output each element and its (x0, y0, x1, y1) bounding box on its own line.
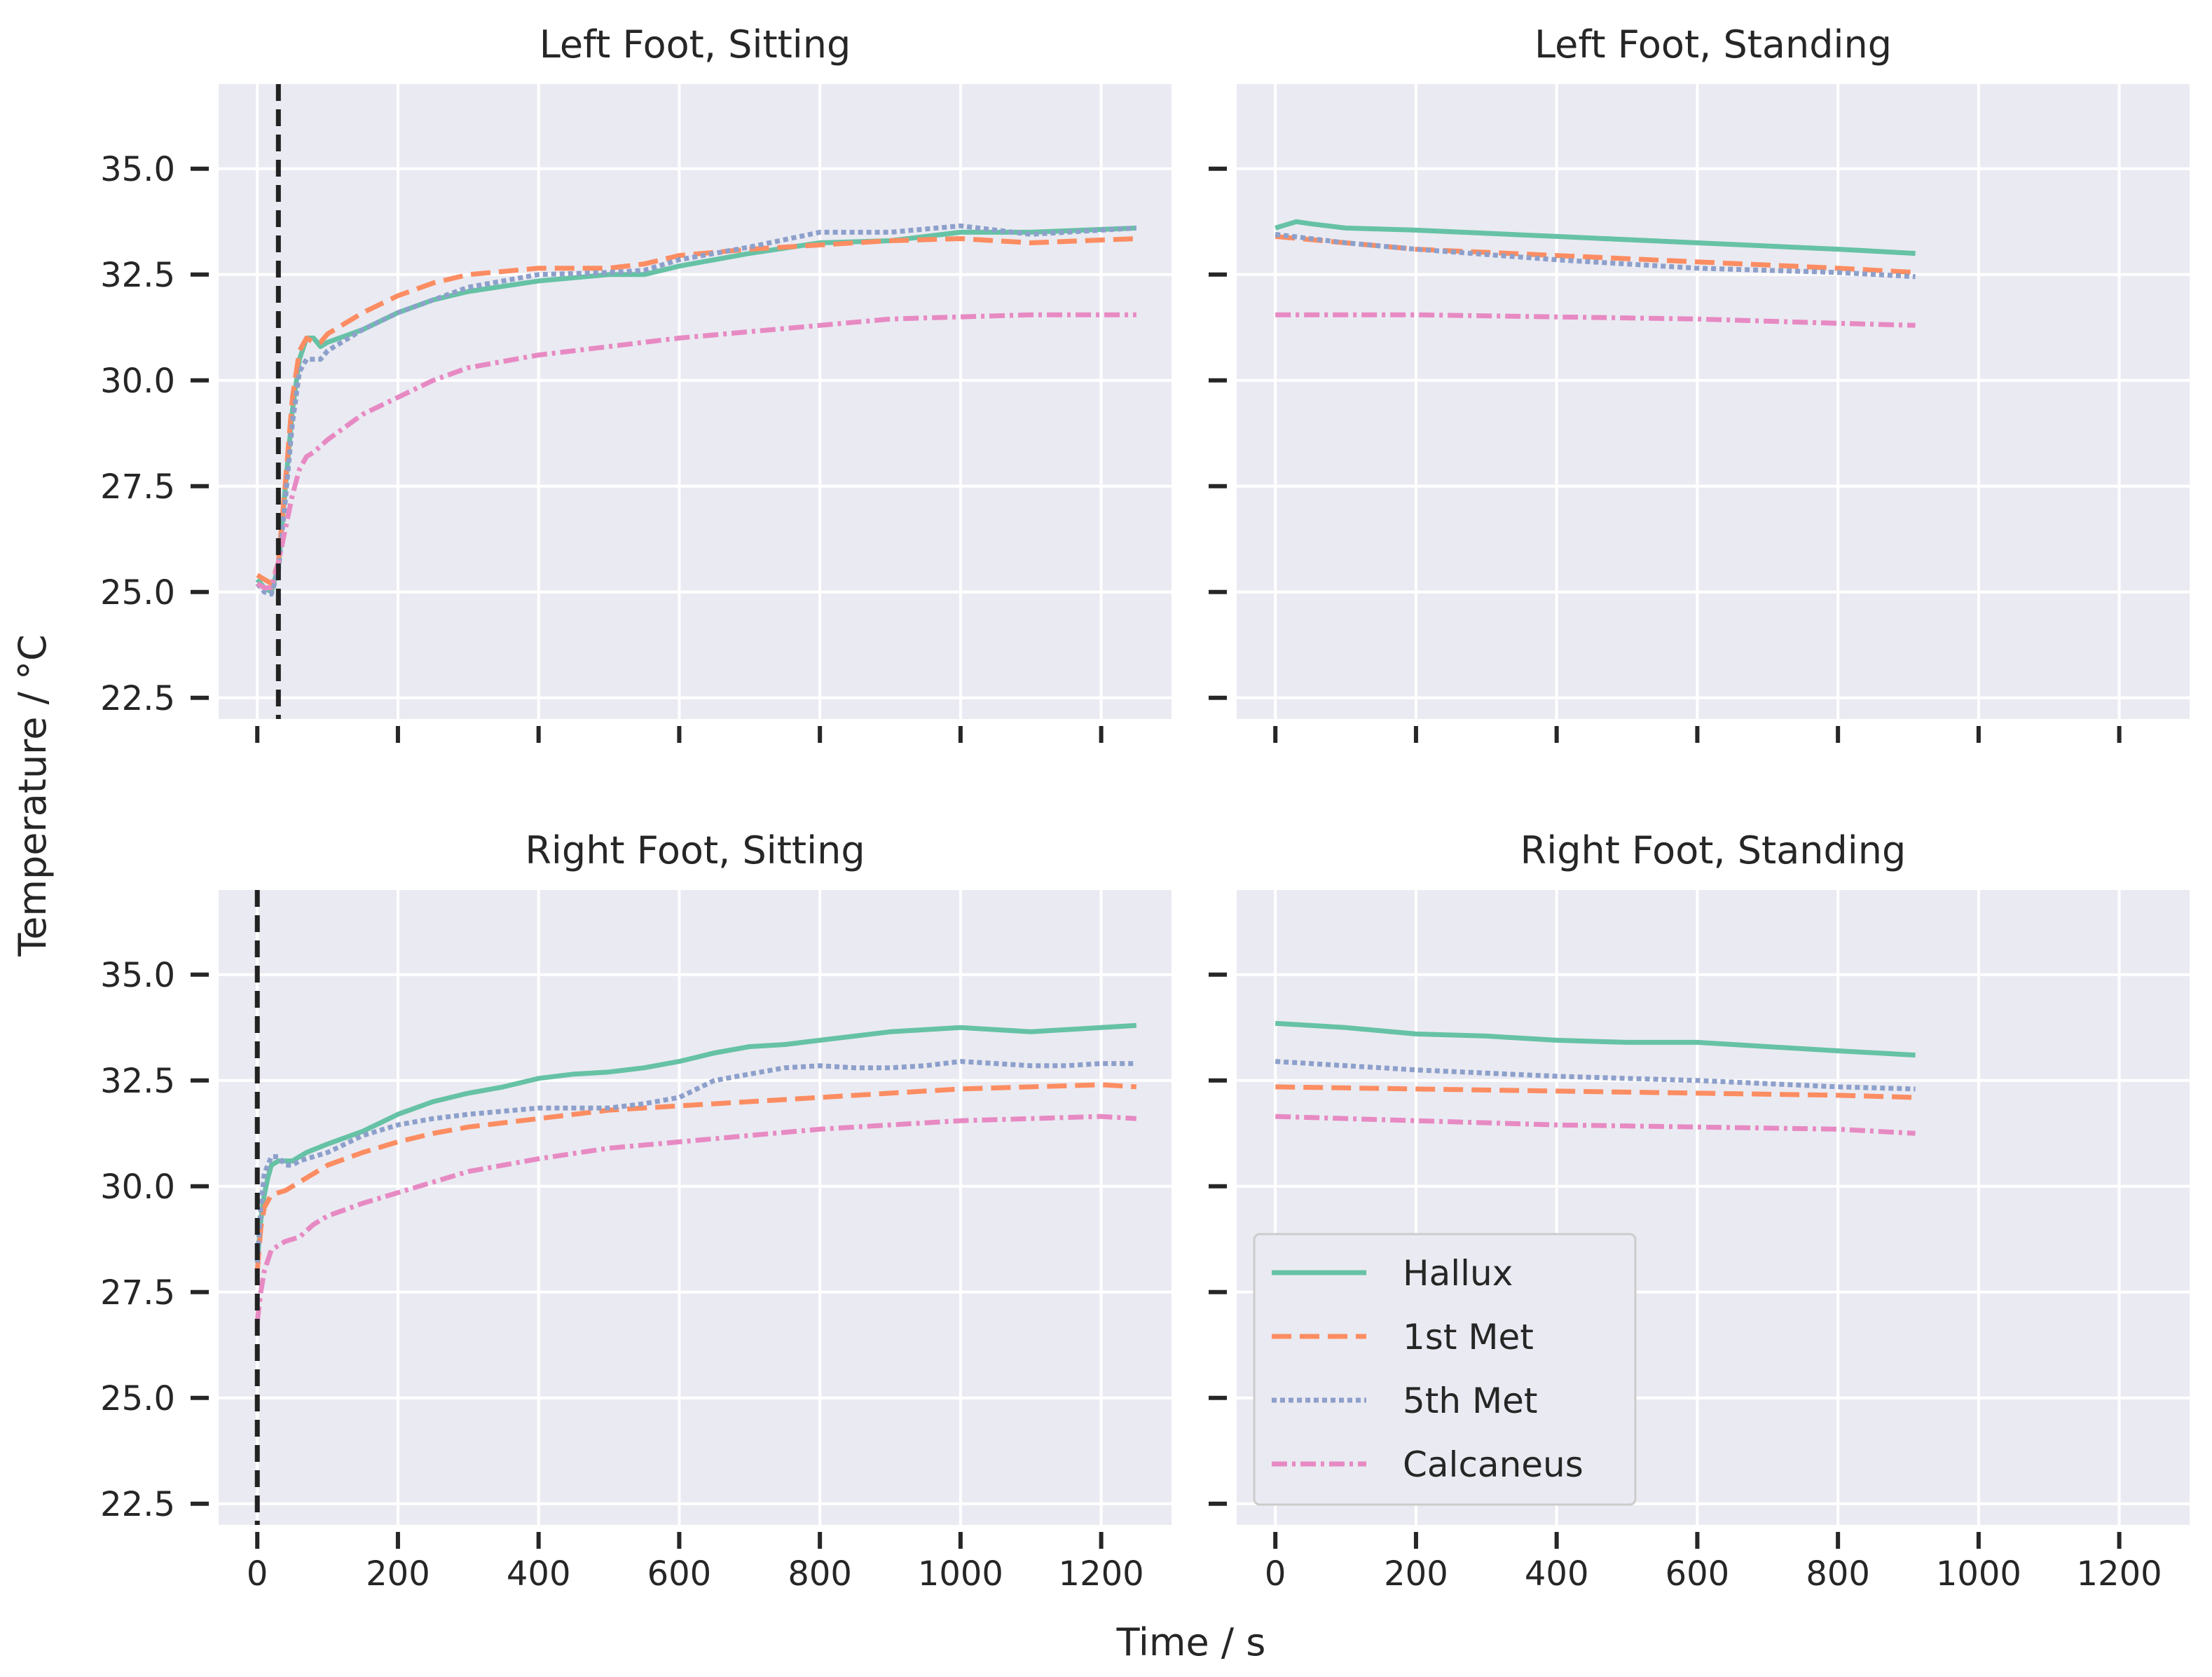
series-line-5th-met (255, 223, 1137, 597)
x-tick-label: 600 (647, 1554, 712, 1594)
series-line-calcaneus (256, 312, 1136, 591)
panel-left-foot-sitting: 22.5 25.0 27.5 30.0 32.5 35.0 Left Foot, Sitti… (100, 22, 1172, 743)
x-tick-label: 800 (788, 1554, 852, 1594)
series-group (1275, 219, 1916, 328)
y-tick-label: 32.5 (100, 1062, 175, 1101)
y-tick-label: 30.0 (100, 1168, 175, 1207)
series-group (254, 890, 1137, 1525)
legend-label: Hallux (1403, 1253, 1513, 1294)
legend-label: 5th Met (1403, 1381, 1538, 1421)
series-group (255, 84, 1137, 719)
y-tick-label: 30.0 (100, 362, 175, 401)
x-tick-label: 200 (1384, 1554, 1448, 1594)
y-tick-label: 35.0 (100, 956, 175, 995)
panel-left-foot-standing: Left Foot, Standing (1209, 22, 2190, 743)
series-line-calcaneus (254, 1114, 1137, 1322)
x-tick-label: 800 (1806, 1554, 1870, 1594)
y-tick-label: 25.0 (100, 573, 175, 612)
panel-title: Left Foot, Sitting (540, 22, 851, 67)
panel-right-foot-sitting: 0 200 400 600 800 1000 1200 22.5 25.0 27.5 30.0 32.… (100, 828, 1172, 1594)
series-line-1st-met (1275, 1084, 1916, 1100)
series-line-5th-met (254, 1059, 1136, 1263)
panel-title: Right Foot, Sitting (525, 828, 865, 872)
series-line-5th-met (1275, 1059, 1916, 1092)
series-group (1275, 1020, 1916, 1136)
series-line-1st-met (256, 236, 1136, 587)
panel-title: Left Foot, Standing (1534, 22, 1892, 67)
x-tick-label: 1000 (1936, 1554, 2021, 1594)
x-tick-label: 0 (247, 1554, 268, 1594)
plot-area (1237, 84, 2190, 719)
x-tick-label: 1200 (1059, 1554, 1144, 1594)
y-tick-label: 22.5 (100, 679, 175, 718)
legend: Hallux 1st Met 5th Met Calcaneus (1253, 1233, 1637, 1506)
y-tick-label: 25.0 (100, 1379, 175, 1418)
panels: 22.5 25.0 27.5 30.0 32.5 35.0 Left Foot, Sitti… (100, 22, 2190, 1594)
plot-area (219, 84, 1172, 719)
legend-box (1253, 1233, 1637, 1506)
x-tick-label: 0 (1265, 1554, 1286, 1594)
y-tick-label: 35.0 (100, 150, 175, 189)
x-axis-label: Time / s (1116, 1620, 1266, 1664)
panel-title: Right Foot, Standing (1520, 828, 1907, 872)
series-line-5th-met (1275, 231, 1916, 280)
y-axis-label: Temperature / °C (11, 634, 55, 957)
series-line-1st-met (254, 1082, 1137, 1271)
series-line-hallux (1275, 1020, 1916, 1058)
series-line-calcaneus (1275, 312, 1916, 328)
x-tick-label: 1000 (918, 1554, 1003, 1594)
x-tick-label: 1200 (2077, 1554, 2162, 1594)
x-tick-label: 400 (507, 1554, 571, 1594)
x-tick-label: 400 (1525, 1554, 1589, 1594)
plot-area (219, 890, 1172, 1525)
series-line-hallux (1275, 219, 1916, 256)
series-line-calcaneus (1275, 1114, 1916, 1136)
x-tick-label: 600 (1665, 1554, 1730, 1594)
x-tick-label: 200 (366, 1554, 430, 1594)
legend-label: Calcaneus (1403, 1444, 1584, 1485)
y-tick-label: 27.5 (100, 1273, 175, 1313)
legend-label: 1st Met (1403, 1317, 1534, 1357)
y-tick-label: 32.5 (100, 256, 175, 295)
y-tick-label: 27.5 (100, 467, 175, 507)
y-tick-label: 22.5 (100, 1485, 175, 1524)
